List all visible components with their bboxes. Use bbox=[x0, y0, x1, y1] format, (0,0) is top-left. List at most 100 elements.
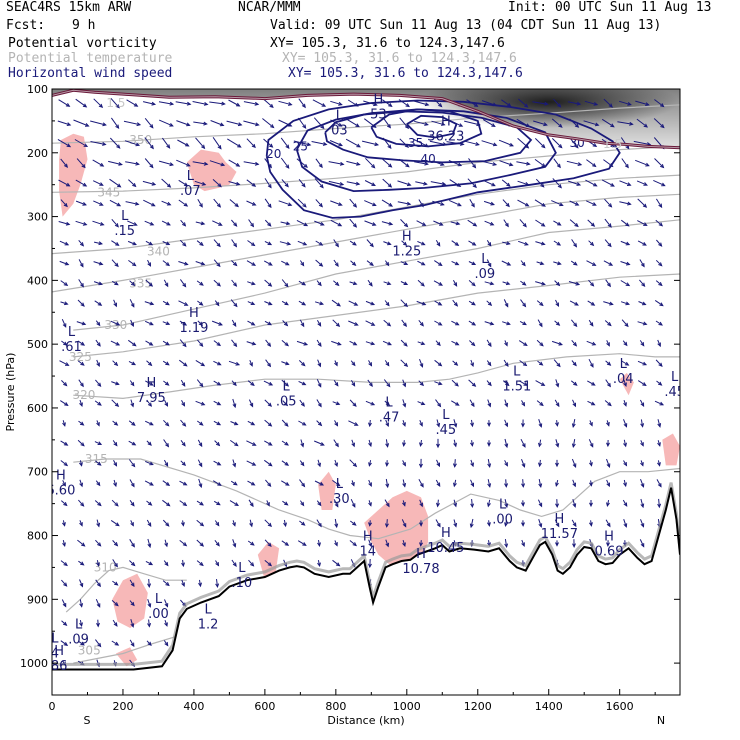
wind-vector-head bbox=[436, 341, 441, 347]
wind-vector-head bbox=[384, 523, 389, 528]
wind-vector bbox=[316, 519, 322, 527]
wind-vector-head bbox=[419, 542, 424, 547]
wind-vector-head bbox=[166, 144, 171, 149]
wind-vector bbox=[298, 420, 306, 426]
wind-vector-head bbox=[164, 561, 169, 567]
wind-vector-head bbox=[97, 461, 102, 466]
wind-vector bbox=[330, 219, 342, 227]
extremum-value: 10.78 bbox=[402, 562, 439, 577]
wind-vector bbox=[278, 200, 292, 206]
wind-vector bbox=[402, 399, 406, 407]
wind-vector-head bbox=[233, 242, 238, 248]
wind-vector-head bbox=[524, 181, 530, 186]
theta-contour-330 bbox=[73, 219, 680, 331]
wind-vector bbox=[368, 539, 372, 547]
wind-vector-head bbox=[640, 483, 645, 488]
wind-vector bbox=[281, 379, 289, 387]
wind-vector-head bbox=[492, 102, 498, 107]
wind-vector-head bbox=[149, 421, 154, 426]
wind-vector bbox=[60, 400, 68, 406]
wind-vector-head bbox=[487, 483, 492, 488]
wind-vector-head bbox=[608, 103, 613, 108]
wind-vector bbox=[60, 301, 68, 305]
wind-vector-head bbox=[388, 103, 393, 107]
wind-vector-head bbox=[250, 481, 256, 486]
wind-vector bbox=[247, 480, 255, 486]
wind-vector bbox=[619, 100, 631, 106]
extremum-H-marker: H bbox=[604, 529, 614, 544]
wind-vector-head bbox=[374, 142, 380, 147]
wind-vector bbox=[144, 480, 154, 486]
wind-vector-head bbox=[436, 502, 440, 508]
theta-contour-345 bbox=[52, 145, 680, 193]
wind-vector bbox=[518, 340, 528, 346]
wind-vector-head bbox=[216, 242, 221, 248]
wind-vector-head bbox=[79, 462, 83, 467]
wind-vector bbox=[551, 340, 563, 346]
plot-frame bbox=[51, 88, 681, 696]
wind-vector bbox=[297, 540, 307, 546]
extremum-L-marker: L bbox=[238, 561, 246, 576]
wind-vector bbox=[281, 540, 289, 546]
extremum-value: .45 bbox=[435, 423, 456, 438]
wind-vector bbox=[264, 539, 272, 547]
wind-vector-head bbox=[453, 282, 458, 287]
wind-vector-head bbox=[249, 502, 254, 508]
wind-vector-head bbox=[164, 603, 169, 608]
wind-vector-head bbox=[507, 102, 512, 107]
wind-vector-head bbox=[441, 181, 447, 186]
wind-vector-head bbox=[97, 301, 103, 306]
wind-vector-head bbox=[317, 402, 322, 408]
wind-vector bbox=[264, 240, 272, 246]
wind-vector-head bbox=[555, 462, 559, 468]
wind-vector bbox=[197, 459, 203, 467]
wind-vector-head bbox=[572, 522, 577, 528]
wind-vector-head bbox=[98, 103, 104, 108]
wind-vector-head bbox=[606, 282, 611, 288]
wind-vector bbox=[195, 359, 205, 367]
wind-vector-head bbox=[234, 502, 239, 506]
wind-vector-head bbox=[200, 401, 206, 406]
wind-vector bbox=[331, 340, 341, 346]
wind-vector bbox=[125, 201, 139, 205]
wind-vector bbox=[212, 137, 222, 149]
wind-vector-head bbox=[406, 182, 412, 187]
extremum-value: 11.57 bbox=[541, 527, 578, 542]
wind-vector bbox=[196, 500, 204, 506]
wind-vector bbox=[264, 219, 272, 227]
wind-vector-head bbox=[487, 402, 492, 408]
wind-vector-head bbox=[538, 523, 543, 528]
wind-vector bbox=[78, 379, 84, 387]
wind-vector-head bbox=[420, 282, 425, 287]
wind-vector bbox=[349, 340, 357, 346]
wind-vector bbox=[364, 180, 376, 186]
wind-vector-head bbox=[63, 502, 68, 507]
wind-vector-head bbox=[335, 322, 341, 328]
wind-vector-head bbox=[572, 402, 576, 408]
wind-vector-head bbox=[251, 143, 256, 149]
wind-vector-head bbox=[504, 443, 509, 449]
wind-vector bbox=[435, 479, 441, 487]
wind-vector-head bbox=[165, 262, 170, 267]
wind-vector bbox=[469, 199, 475, 207]
wind-vector-head bbox=[322, 141, 328, 146]
wind-vector-head bbox=[301, 381, 307, 386]
wind-vector-head bbox=[82, 221, 88, 226]
wind-vector bbox=[469, 399, 475, 407]
wind-vector-head bbox=[351, 361, 356, 367]
init-time: Init: 00 UTC Sun 11 Aug 13 bbox=[508, 0, 712, 15]
wind-vector bbox=[311, 141, 327, 145]
wind-vector-head bbox=[572, 543, 576, 548]
wind-vector bbox=[637, 220, 647, 226]
wind-vector-head bbox=[165, 321, 171, 325]
wind-vector-head bbox=[249, 362, 253, 367]
wind-vector-head bbox=[593, 102, 599, 106]
wind-vector-head bbox=[165, 241, 171, 246]
wind-vector bbox=[162, 260, 170, 266]
wind-vector-head bbox=[472, 183, 477, 189]
wind-vector-head bbox=[505, 202, 510, 208]
wind-vector-head bbox=[625, 144, 630, 150]
wind-vector bbox=[365, 341, 375, 345]
wind-vector bbox=[231, 339, 237, 347]
wind-vector-head bbox=[217, 183, 222, 188]
